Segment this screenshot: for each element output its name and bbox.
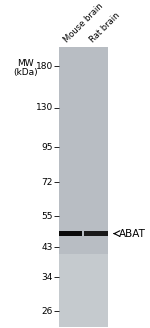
Bar	[84, 231, 108, 236]
Bar	[58, 47, 108, 327]
Text: 34: 34	[42, 273, 53, 282]
Text: 55: 55	[42, 212, 53, 221]
Text: Mouse brain: Mouse brain	[62, 1, 105, 44]
Text: 130: 130	[36, 103, 53, 112]
Text: 26: 26	[42, 307, 53, 316]
Bar	[58, 231, 82, 236]
Text: ABAT: ABAT	[119, 229, 146, 238]
Text: MW: MW	[18, 58, 34, 68]
Text: 180: 180	[36, 62, 53, 71]
Text: 72: 72	[42, 178, 53, 187]
Text: 43: 43	[42, 243, 53, 252]
Bar	[58, 254, 108, 327]
Text: Rat brain: Rat brain	[88, 10, 122, 44]
Text: (kDa): (kDa)	[14, 68, 38, 77]
Text: 95: 95	[42, 143, 53, 152]
